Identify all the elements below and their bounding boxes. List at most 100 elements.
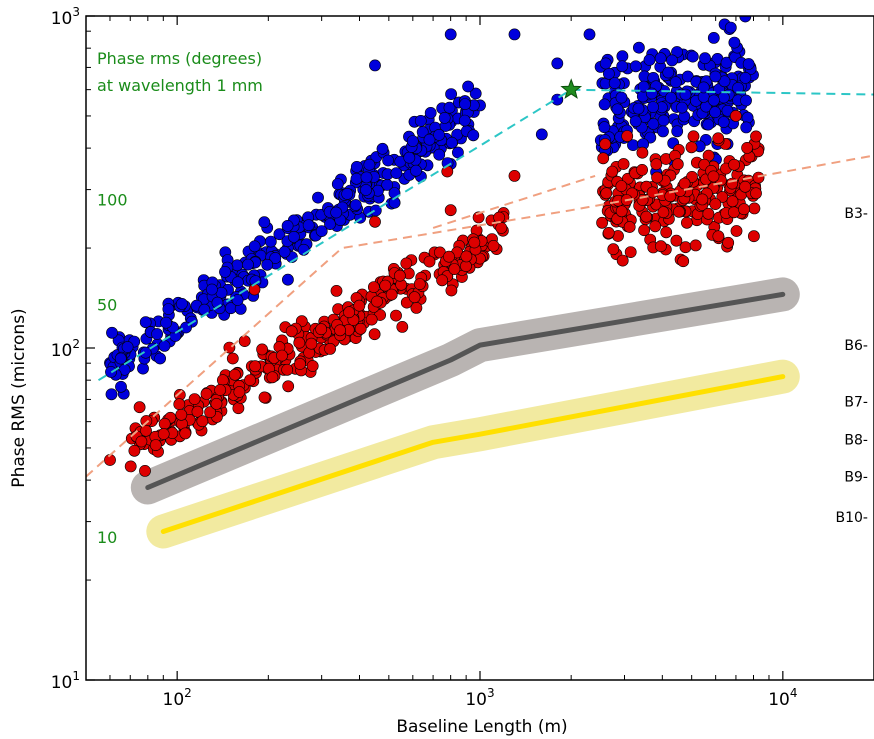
scatter-point — [467, 129, 480, 142]
scatter-point — [730, 110, 742, 122]
scatter-point — [393, 269, 406, 282]
scatter-point — [739, 180, 752, 193]
scatter-series-1 — [104, 110, 765, 477]
scatter-point — [242, 258, 254, 271]
x-tick-label: 102 — [163, 686, 192, 710]
scatter-point — [617, 158, 630, 170]
scatter-point — [647, 101, 659, 113]
scatter-point — [149, 439, 162, 451]
band-label: B10- — [836, 510, 868, 526]
scatter-point — [665, 91, 677, 104]
scatter-point — [637, 80, 650, 93]
scatter-point — [709, 106, 721, 119]
scatter-point — [596, 216, 608, 229]
scatter-point — [238, 335, 251, 347]
scatter-point — [278, 245, 291, 258]
scatter-point — [354, 322, 367, 335]
scatter-point — [315, 323, 328, 336]
scatter-point — [294, 358, 306, 370]
scatter-point — [633, 41, 645, 54]
scatter-point — [472, 211, 485, 224]
scatter-point — [210, 397, 223, 410]
scatter-point — [724, 21, 737, 34]
scatter-point — [406, 135, 419, 147]
scatter-point — [106, 326, 118, 339]
scatter-point — [678, 177, 691, 190]
scatter-point — [728, 158, 740, 171]
scatter-point — [157, 428, 170, 440]
scatter-point — [660, 226, 673, 239]
band-line-3 — [160, 374, 786, 534]
scatter-point — [657, 114, 670, 127]
scatter-point — [640, 210, 653, 223]
scatter-point — [750, 130, 762, 143]
scatter-point — [608, 77, 621, 89]
scatter-point — [133, 401, 146, 414]
y-tick-label: 103 — [51, 5, 80, 29]
scatter-point — [343, 306, 355, 319]
scatter-point — [607, 243, 620, 256]
scatter-point — [671, 125, 684, 138]
band-label: B7- — [844, 395, 868, 411]
scatter-point — [264, 235, 277, 248]
scatter-point — [444, 28, 457, 41]
x-tick-label: 103 — [465, 686, 494, 710]
annotation-line-2: at wavelength 1 mm — [97, 76, 263, 95]
scatter-point — [385, 288, 398, 301]
scatter-point — [416, 126, 429, 138]
scatter-point — [732, 82, 744, 94]
scatter-point — [742, 58, 755, 70]
scatter-point — [154, 352, 166, 365]
scatter-point — [551, 57, 564, 70]
scatter-point — [287, 230, 300, 243]
scatter-point — [293, 336, 306, 349]
y-axis-label: Phase RMS (microns) — [9, 308, 29, 487]
scatter-point — [598, 121, 611, 134]
scatter-point — [469, 87, 482, 100]
scatter-point — [179, 427, 192, 440]
scatter-point — [248, 283, 261, 296]
scatter-point — [649, 220, 662, 233]
scatter-point — [686, 50, 699, 63]
scatter-series-0 — [104, 16, 759, 401]
scatter-point — [158, 339, 171, 352]
scatter-point — [654, 52, 667, 65]
scatter-point — [403, 151, 416, 164]
scatter-point — [699, 52, 711, 65]
scatter-point — [408, 291, 421, 304]
scatter-point — [151, 328, 163, 340]
scatter-point — [105, 388, 118, 401]
band-label: B3- — [844, 206, 868, 222]
scatter-point — [624, 246, 637, 258]
scatter-point — [621, 130, 634, 142]
scatter-point — [445, 136, 458, 149]
scatter-point — [606, 165, 619, 178]
scatter-point — [650, 158, 663, 171]
dashed-line-5 — [86, 154, 874, 478]
scatter-point — [632, 102, 645, 115]
band-label: B6- — [844, 338, 868, 354]
scatter-point — [458, 114, 471, 127]
scatter-point — [709, 198, 722, 210]
scatter-point — [140, 424, 152, 437]
scatter-point — [350, 172, 363, 185]
band-label: B8- — [844, 433, 868, 449]
scatter-point — [508, 28, 521, 41]
scatter-point — [689, 239, 702, 252]
scatter-point — [495, 222, 508, 234]
scatter-point — [188, 393, 201, 405]
scatter-point — [720, 56, 733, 69]
scatter-point — [462, 80, 474, 93]
scatter-point — [124, 460, 137, 473]
scatter-point — [708, 94, 720, 107]
scatter-point — [681, 216, 693, 229]
scatter-point — [709, 70, 722, 83]
scatter-point — [739, 72, 752, 84]
scatter-point — [615, 180, 628, 192]
y-tick-label: 102 — [51, 337, 80, 361]
scatter-point — [261, 258, 274, 271]
scatter-point — [360, 171, 373, 184]
scatter-point — [748, 202, 761, 215]
scatter-point — [468, 236, 481, 249]
scatter-point — [302, 219, 315, 232]
